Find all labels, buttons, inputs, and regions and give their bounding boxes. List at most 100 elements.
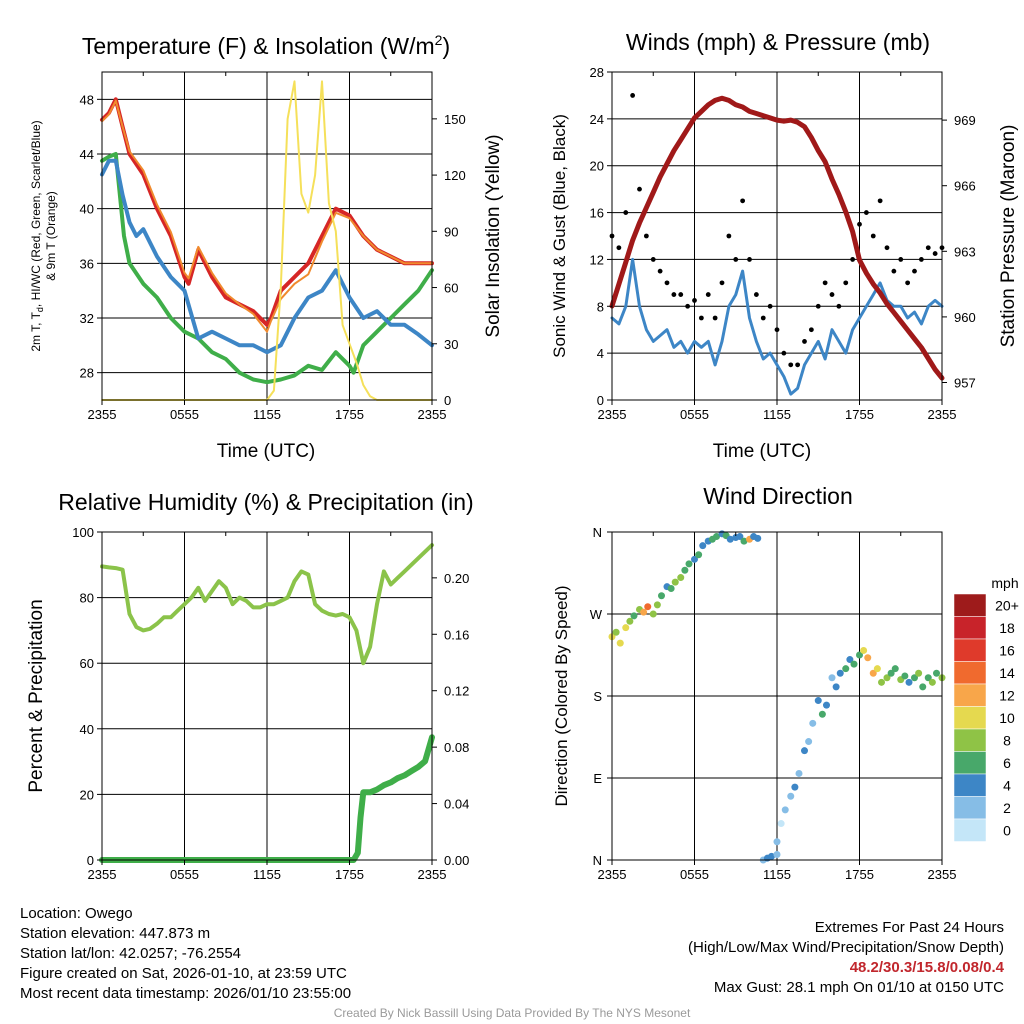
colorbar-label: 12 [999, 687, 1015, 703]
colorbar-swatch [953, 706, 987, 730]
y-right-tick-label: 150 [444, 112, 466, 127]
gust-point [657, 268, 663, 274]
x-tick-label: 0555 [680, 867, 709, 882]
x-tick-label: 2355 [928, 867, 957, 882]
temp-series [100, 80, 434, 401]
y-right-tick-label: 0.20 [444, 571, 469, 586]
direction-point [677, 574, 685, 582]
speed-colorbar: 20+ 18 16 14 12 10 8 6 4 2 0 [953, 593, 1019, 842]
direction-point [814, 697, 822, 705]
y-right-tick-label: 966 [954, 179, 976, 194]
series-station-pressure-line [609, 95, 945, 381]
gust-point [863, 210, 869, 215]
y-tick-label: 44 [80, 147, 94, 162]
direction-point [842, 665, 850, 673]
direction-point [622, 624, 630, 632]
gust-point [905, 280, 911, 286]
station-elevation: Station elevation: 447.873 m [20, 925, 211, 942]
x-tick-label: 2355 [598, 407, 627, 422]
x-tick-label: 0555 [170, 867, 199, 882]
direction-point [726, 535, 734, 543]
direction-point [823, 701, 830, 709]
direction-point [691, 555, 698, 563]
gust-point [671, 292, 677, 297]
wind-title: Winds (mph) & Pressure (mb) [626, 29, 930, 55]
y-tick-label: 0 [597, 393, 604, 408]
direction-point [878, 678, 885, 686]
colorbar-label: 10 [999, 710, 1015, 726]
x-tick-label: 1755 [335, 867, 364, 882]
colorbar-label: 2 [1003, 800, 1011, 816]
gust-point [870, 233, 876, 239]
series-precipitation-line [99, 734, 435, 863]
colorbar-swatch [953, 818, 987, 842]
gust-point [802, 339, 807, 344]
y-tick-label: 80 [80, 591, 94, 606]
series-direction [608, 530, 946, 864]
direction-point [873, 665, 881, 673]
gust-point [753, 292, 759, 297]
y-tick-label: 20 [80, 787, 94, 802]
gust-point [733, 257, 739, 262]
extremes-subtitle: (High/Low/Max Wind/Precipitation/Snow De… [688, 939, 1004, 956]
direction-point [883, 674, 891, 682]
gust-point [740, 198, 746, 204]
gust-point [630, 93, 636, 98]
y-tick-label: 0 [87, 853, 94, 868]
gust-point [712, 315, 718, 321]
series-td-line [100, 152, 434, 385]
colorbar-swatch [953, 751, 987, 775]
direction-tick-label: E [593, 771, 602, 786]
direction-point [671, 578, 679, 586]
y-tick-label: 28 [80, 366, 94, 381]
y-tick-label: 60 [80, 656, 94, 671]
gust-point [898, 257, 904, 262]
direction-point [856, 651, 863, 659]
gust-point [891, 268, 897, 274]
gust-point [637, 186, 642, 192]
wind-ylabel: Sonic Wind & Gust (Blue, Black) [550, 114, 569, 358]
direction-point [740, 537, 748, 545]
direction-point [887, 669, 895, 677]
gust-point [788, 362, 794, 368]
direction-point [681, 566, 689, 574]
station-location: Location: Owego [20, 905, 133, 922]
direction-point [832, 683, 840, 691]
colorbar-label: 16 [999, 642, 1015, 658]
direction-point [919, 683, 927, 691]
series-9m-t-line [101, 99, 433, 333]
direction-tick-label: S [593, 689, 602, 704]
y-right-tick-label: 969 [954, 113, 976, 128]
y-right-tick-label: 963 [954, 244, 976, 259]
direction-point [773, 838, 781, 846]
wind-series [609, 93, 945, 396]
series-hi-wc-line [100, 158, 434, 355]
gust-point [760, 315, 766, 321]
gust-point [767, 303, 773, 309]
x-tick-label: 2355 [418, 867, 447, 882]
x-tick-label: 2355 [418, 407, 447, 422]
colorbar-swatch [953, 661, 987, 685]
gust-point [774, 327, 780, 333]
direction-point [805, 738, 813, 746]
y-tick-label: 32 [80, 311, 94, 326]
direction-point [928, 678, 936, 686]
colorbar-swatch [953, 593, 987, 617]
direction-point [864, 654, 872, 662]
x-tick-label: 0555 [680, 407, 709, 422]
x-tick-label: 1755 [845, 407, 874, 422]
extremes-values: 48.2/30.3/15.8/0.08/0.4 [849, 959, 1004, 976]
direction-point [901, 672, 909, 680]
temp-ticks: 2355 0555 1155 1755 2355 28 32 36 40 44 48 0 30 60 90 1… [80, 72, 466, 422]
direction-point [924, 674, 932, 682]
direction-point [768, 852, 775, 860]
rh-ticks: 2355 0555 1155 1755 23550204060801000.000.04… [72, 525, 469, 882]
gust-point [678, 292, 684, 297]
wind-xlabel: Time (UTC) [713, 441, 812, 462]
wind-panel: Winds (mph) & Pressure (mb) 2355 0555 1155… [550, 29, 1019, 462]
direction-point [626, 617, 634, 625]
temp-ylabel-right: Solar Insolation (Yellow) [483, 134, 504, 337]
rh-ylabel: Percent & Precipitation [26, 599, 47, 792]
y-right-tick-label: 0 [444, 393, 451, 408]
